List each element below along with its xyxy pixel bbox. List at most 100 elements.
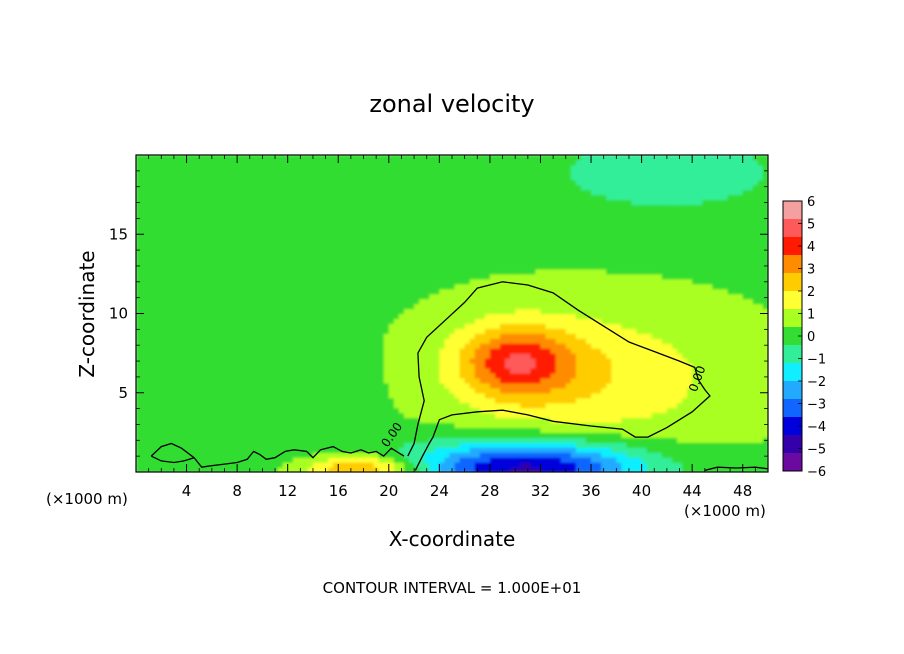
field-cell: [343, 457, 349, 463]
field-cell: [206, 308, 213, 315]
field-cell: [181, 462, 188, 468]
field-cell: [191, 303, 198, 310]
field-cell: [439, 303, 446, 310]
field-cell: [378, 244, 385, 250]
field-cell: [515, 343, 521, 349]
field-cell: [297, 452, 304, 458]
field-cell: [520, 437, 526, 443]
field-cell: [520, 254, 526, 260]
field-cell: [434, 358, 440, 364]
field-cell: [307, 343, 314, 349]
field-cell: [221, 224, 228, 230]
field-cell: [323, 358, 329, 364]
field-cell: [136, 239, 142, 245]
field-cell: [333, 412, 339, 419]
field-cell: [358, 437, 365, 443]
field-cell: [449, 283, 456, 290]
field-cell: [393, 219, 400, 225]
field-cell: [429, 377, 435, 384]
field-cell: [237, 224, 243, 230]
field-cell: [247, 313, 253, 320]
field-cell: [171, 427, 178, 433]
field-cell: [424, 219, 430, 225]
field-cell: [176, 273, 183, 280]
field-cell: [323, 392, 329, 399]
field-cell: [307, 288, 314, 295]
field-cell: [282, 343, 289, 349]
field-cell: [494, 219, 501, 225]
field-cell: [338, 377, 344, 384]
field-cell: [424, 288, 430, 295]
field-cell: [237, 209, 243, 216]
field-cell: [176, 392, 183, 399]
field-cell: [510, 328, 516, 334]
field-cell: [489, 367, 496, 374]
field-cell: [201, 462, 208, 468]
field-cell: [439, 338, 446, 344]
field-cell: [429, 194, 435, 201]
field-cell: [211, 457, 218, 463]
field-cell: [186, 387, 193, 394]
field-cell: [444, 387, 451, 394]
field-cell: [136, 224, 142, 230]
field-cell: [267, 204, 274, 211]
field-cell: [424, 372, 430, 379]
field-cell: [307, 199, 314, 206]
field-cell: [494, 224, 501, 230]
field-cell: [479, 318, 486, 324]
field-cell: [166, 224, 172, 230]
field-cell: [252, 283, 258, 290]
field-cell: [429, 224, 435, 230]
field-cell: [328, 209, 334, 216]
field-cell: [282, 169, 289, 176]
field-cell: [520, 397, 526, 404]
field-cell: [444, 263, 451, 270]
field-cell: [403, 397, 410, 404]
field-cell: [312, 224, 319, 230]
field-cell: [520, 283, 526, 290]
field-cell: [419, 164, 425, 171]
field-cell: [307, 358, 314, 364]
field-cell: [449, 432, 456, 438]
field-cell: [272, 392, 279, 399]
field-cell: [216, 372, 223, 379]
field-cell: [216, 174, 223, 181]
field-cell: [409, 417, 415, 424]
field-cell: [211, 452, 218, 458]
field-cell: [469, 298, 476, 305]
field-cell: [146, 298, 152, 305]
field-cell: [242, 259, 248, 265]
field-cell: [409, 343, 415, 349]
field-cell: [262, 397, 269, 404]
field-cell: [464, 343, 471, 349]
field-cell: [181, 214, 188, 220]
field-cell: [489, 402, 496, 409]
field-cell: [464, 442, 471, 448]
field-cell: [252, 263, 258, 270]
field-cell: [444, 214, 451, 220]
field-cell: [459, 164, 466, 171]
field-cell: [297, 303, 304, 310]
field-cell: [272, 318, 279, 324]
field-cell: [201, 194, 208, 201]
field-cell: [484, 239, 491, 245]
field-cell: [449, 268, 456, 275]
field-cell: [373, 343, 380, 349]
field-cell: [181, 358, 188, 364]
field-cell: [414, 323, 420, 329]
field-cell: [151, 159, 157, 166]
field-cell: [292, 293, 299, 300]
field-cell: [474, 169, 481, 176]
field-cell: [424, 199, 430, 206]
field-cell: [403, 308, 410, 315]
field-cell: [262, 452, 269, 458]
field-cell: [328, 224, 334, 230]
field-cell: [252, 199, 258, 206]
field-cell: [292, 184, 299, 191]
field-cell: [227, 179, 233, 186]
field-cell: [221, 308, 228, 315]
field-cell: [166, 367, 172, 374]
field-cell: [312, 164, 319, 171]
field-cell: [500, 229, 506, 235]
field-cell: [191, 333, 198, 339]
